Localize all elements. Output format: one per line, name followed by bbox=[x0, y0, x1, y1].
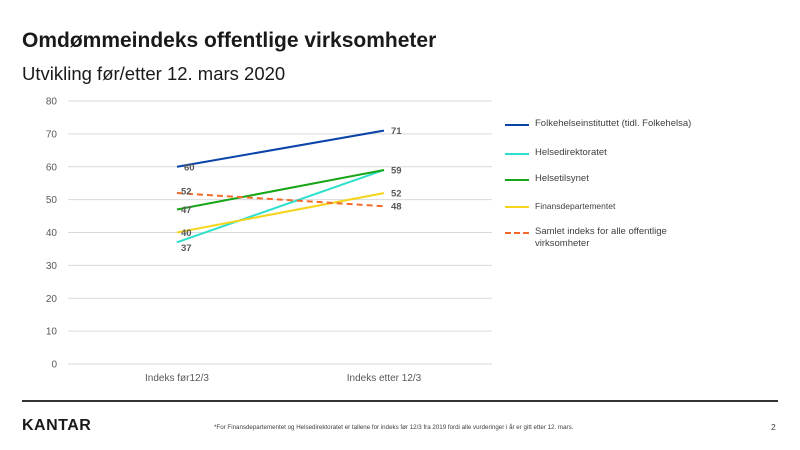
legend-label: Finansdepartementet bbox=[535, 201, 616, 211]
legend-swatch bbox=[505, 179, 529, 181]
legend-item: Folkehelseinstituttet (tidl. Folkehelsa) bbox=[505, 118, 705, 147]
series-line bbox=[176, 169, 385, 211]
legend-label: Folkehelseinstituttet (tidl. Folkehelsa) bbox=[535, 118, 692, 129]
data-label: 37 bbox=[181, 243, 192, 254]
legend-label: Helsetilsynet bbox=[535, 173, 589, 184]
line-chart: 0 10 20 30 40 50 60 70 80 Indeks før12/3 Indeks et… bbox=[46, 97, 492, 384]
y-tick-label: 40 bbox=[46, 228, 58, 239]
data-label: 60 bbox=[184, 162, 195, 173]
footer-divider bbox=[22, 400, 778, 402]
y-tick-label: 60 bbox=[46, 162, 58, 173]
y-tick-label: 70 bbox=[46, 129, 58, 140]
kantar-logo: KANTAR bbox=[22, 417, 92, 434]
x-tick-label: Indeks før12/3 bbox=[145, 373, 209, 384]
series-line bbox=[176, 169, 385, 244]
series-line bbox=[176, 192, 385, 234]
data-label: 71 bbox=[391, 126, 402, 137]
legend-item: Samlet indeks for alle offentlige virkso… bbox=[505, 226, 705, 250]
y-tick-label: 30 bbox=[46, 261, 58, 272]
legend-swatch bbox=[505, 153, 529, 155]
x-tick-label: Indeks etter 12/3 bbox=[347, 373, 422, 384]
legend-label: Helsedirektoratet bbox=[535, 147, 607, 158]
legend-item: Helsetilsynet bbox=[505, 173, 705, 200]
legend-swatch bbox=[505, 124, 529, 126]
data-label: 52 bbox=[391, 189, 402, 200]
data-label: 47 bbox=[181, 205, 192, 216]
legend-swatch bbox=[505, 232, 529, 234]
y-tick-label: 0 bbox=[51, 360, 57, 371]
chart-legend: Folkehelseinstituttet (tidl. Folkehelsa)… bbox=[505, 118, 705, 250]
legend-label: Samlet indeks for alle offentlige virkso… bbox=[535, 226, 667, 249]
y-tick-label: 50 bbox=[46, 195, 58, 206]
data-label: 48 bbox=[391, 202, 402, 213]
y-tick-label: 10 bbox=[46, 327, 58, 338]
legend-item: Finansdepartementet bbox=[505, 200, 705, 226]
data-label: 59 bbox=[391, 166, 402, 177]
series-line bbox=[176, 129, 385, 168]
y-tick-label: 20 bbox=[46, 294, 58, 305]
y-tick-label: 80 bbox=[46, 97, 58, 108]
series-line bbox=[176, 192, 385, 208]
legend-item: Helsedirektoratet bbox=[505, 147, 705, 173]
footnote: *For Finansdepartementet og Helsedirekto… bbox=[214, 424, 574, 431]
chart-subtitle: Utvikling før/etter 12. mars 2020 bbox=[22, 63, 286, 84]
page-number: 2 bbox=[771, 422, 776, 432]
data-label: 40 bbox=[181, 228, 192, 239]
chart-title: Omdømmeindeks offentlige virksomheter bbox=[22, 29, 437, 52]
legend-swatch bbox=[505, 206, 529, 208]
data-label: 52 bbox=[181, 187, 192, 198]
